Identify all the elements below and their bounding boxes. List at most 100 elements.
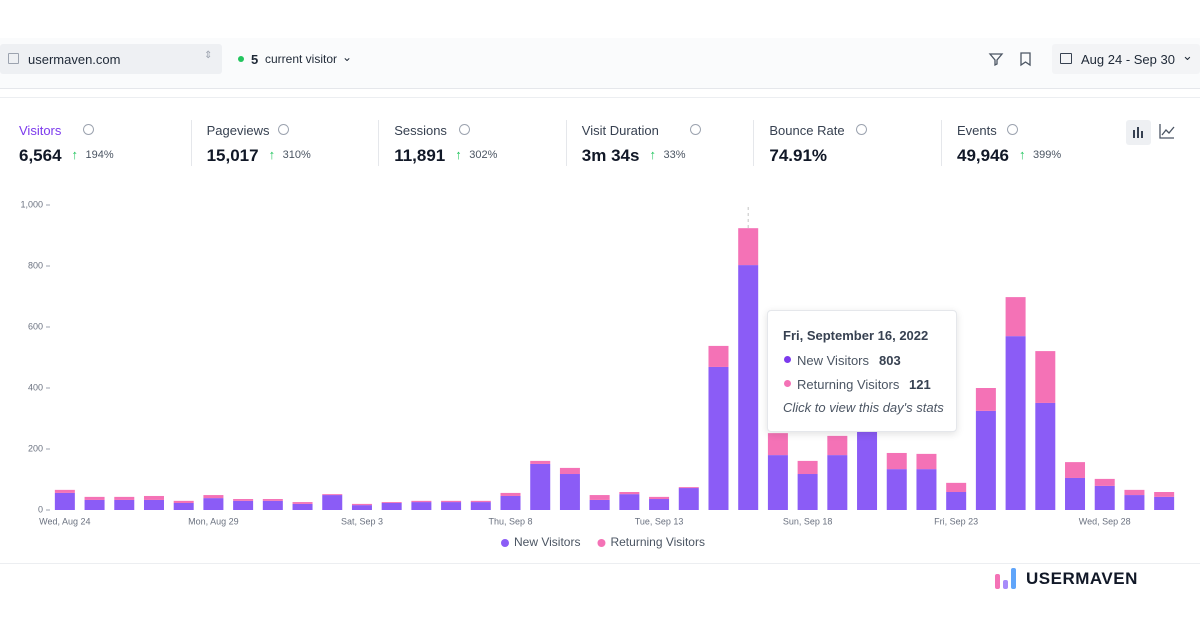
up-arrow: ↑ bbox=[455, 147, 462, 162]
date-range: Aug 24 - Sep 30 bbox=[1081, 52, 1175, 67]
bar-segment bbox=[203, 498, 224, 510]
bar-segment bbox=[54, 492, 75, 510]
bar-segment bbox=[233, 499, 254, 501]
bar-segment bbox=[530, 460, 551, 464]
bar-segment bbox=[1154, 496, 1175, 510]
site-name: usermaven.com bbox=[28, 52, 121, 67]
site-select[interactable]: usermaven.com ⇕ bbox=[0, 44, 222, 74]
bar-segment bbox=[1065, 477, 1086, 510]
bar-segment bbox=[619, 492, 640, 495]
info-icon bbox=[278, 124, 290, 135]
bar-segment bbox=[84, 499, 105, 510]
bar-chart-toggle[interactable] bbox=[1126, 120, 1151, 145]
tooltip-series: Returning Visitors bbox=[797, 377, 900, 392]
info-icon bbox=[458, 124, 470, 135]
x-tick-label: Tue, Sep 13 bbox=[635, 516, 684, 526]
bar-segment bbox=[1154, 492, 1175, 497]
bar-segment bbox=[559, 467, 580, 475]
bar-segment bbox=[678, 487, 699, 489]
bar-segment bbox=[500, 495, 521, 510]
metric-divider bbox=[378, 120, 380, 166]
bar-segment bbox=[1094, 478, 1115, 486]
bar-segment bbox=[946, 482, 967, 493]
bar-segment bbox=[797, 460, 818, 475]
bar-segment bbox=[411, 500, 432, 503]
bar-segment bbox=[381, 502, 402, 510]
up-arrow: ↑ bbox=[71, 147, 79, 162]
live-label[interactable]: current visitor bbox=[265, 52, 338, 66]
bar-segment bbox=[886, 469, 907, 510]
bar-segment bbox=[1005, 297, 1026, 337]
y-tick-label: 200 bbox=[28, 443, 43, 453]
bar-segment bbox=[1035, 402, 1056, 510]
metric-change: 33% bbox=[663, 149, 686, 161]
bar-segment bbox=[114, 499, 135, 510]
bar-segment bbox=[1035, 351, 1056, 403]
bar-segment bbox=[1005, 336, 1026, 510]
x-tick-label: Sun, Sep 18 bbox=[783, 516, 833, 526]
metric-change: 194% bbox=[85, 149, 114, 161]
calendar-icon bbox=[1060, 53, 1072, 64]
up-arrow: ↑ bbox=[1019, 147, 1026, 162]
metric-label: Visit Duration bbox=[581, 123, 659, 138]
bar-segment bbox=[441, 502, 462, 510]
bar-segment bbox=[143, 499, 164, 510]
info-icon bbox=[855, 124, 867, 135]
y-tick-label: 600 bbox=[28, 321, 43, 331]
metric-value: 6,564 bbox=[19, 146, 62, 165]
bar-segment bbox=[1094, 485, 1115, 510]
metric-divider bbox=[565, 120, 567, 166]
bar-segment bbox=[262, 499, 283, 501]
site-icon bbox=[8, 53, 19, 64]
bar-segment bbox=[678, 488, 699, 510]
metric-divider bbox=[941, 120, 942, 166]
bar-segment bbox=[292, 502, 313, 504]
bar-segment bbox=[916, 469, 937, 510]
bar-segment bbox=[649, 496, 670, 500]
metric-divider bbox=[190, 120, 192, 166]
filter-icon[interactable] bbox=[988, 51, 1004, 67]
bar-segment bbox=[767, 433, 788, 456]
metric-label: Bounce Rate bbox=[769, 123, 845, 138]
live-caret: ⌄ bbox=[342, 50, 353, 64]
bar-segment bbox=[351, 505, 372, 510]
y-tick-label: 0 bbox=[38, 504, 43, 514]
x-tick-label: Wed, Sep 28 bbox=[1079, 516, 1131, 526]
metric-divider bbox=[753, 120, 755, 166]
tooltip[interactable]: Fri, September 16, 2022 New Visitors 803… bbox=[767, 310, 957, 432]
brand-logo bbox=[995, 568, 1016, 589]
bar-segment bbox=[84, 496, 105, 500]
metric-change: 302% bbox=[469, 149, 498, 161]
tooltip-value: 803 bbox=[879, 353, 901, 368]
bar-segment bbox=[946, 492, 967, 510]
bar-segment bbox=[886, 452, 907, 470]
bar-segment bbox=[1124, 495, 1145, 510]
bar-segment bbox=[1124, 489, 1145, 496]
bar-segment bbox=[470, 500, 491, 503]
brand-name: USERMAVEN bbox=[1026, 569, 1138, 588]
metric-change: 310% bbox=[282, 149, 311, 161]
tooltip-value: 121 bbox=[909, 377, 931, 392]
bar-segment bbox=[173, 500, 194, 503]
bar-segment bbox=[708, 345, 729, 367]
info-icon bbox=[1006, 124, 1018, 135]
y-tick-label: 800 bbox=[28, 260, 43, 270]
live-count: 5 bbox=[251, 52, 259, 67]
tooltip-series: New Visitors bbox=[797, 353, 870, 368]
metric-label: Pageviews bbox=[206, 123, 270, 138]
select-arrows: ⇕ bbox=[204, 50, 213, 61]
bar-segment bbox=[708, 366, 729, 510]
legend-label: New Visitors bbox=[514, 535, 580, 549]
tooltip-hint: Click to view this day's stats bbox=[783, 400, 944, 415]
date-picker[interactable]: Aug 24 - Sep 30 ⌄ bbox=[1052, 44, 1200, 74]
bar-segment bbox=[143, 495, 164, 500]
bar-segment bbox=[233, 500, 254, 510]
bookmark-icon[interactable] bbox=[1019, 51, 1033, 67]
up-arrow: ↑ bbox=[649, 147, 656, 162]
metric-label: Sessions bbox=[394, 123, 447, 138]
line-chart-toggle[interactable] bbox=[1158, 122, 1176, 140]
bar-segment bbox=[322, 494, 343, 496]
bar-segment bbox=[827, 455, 848, 510]
bar-segment bbox=[975, 388, 996, 411]
tooltip-title: Fri, September 16, 2022 bbox=[783, 328, 929, 343]
